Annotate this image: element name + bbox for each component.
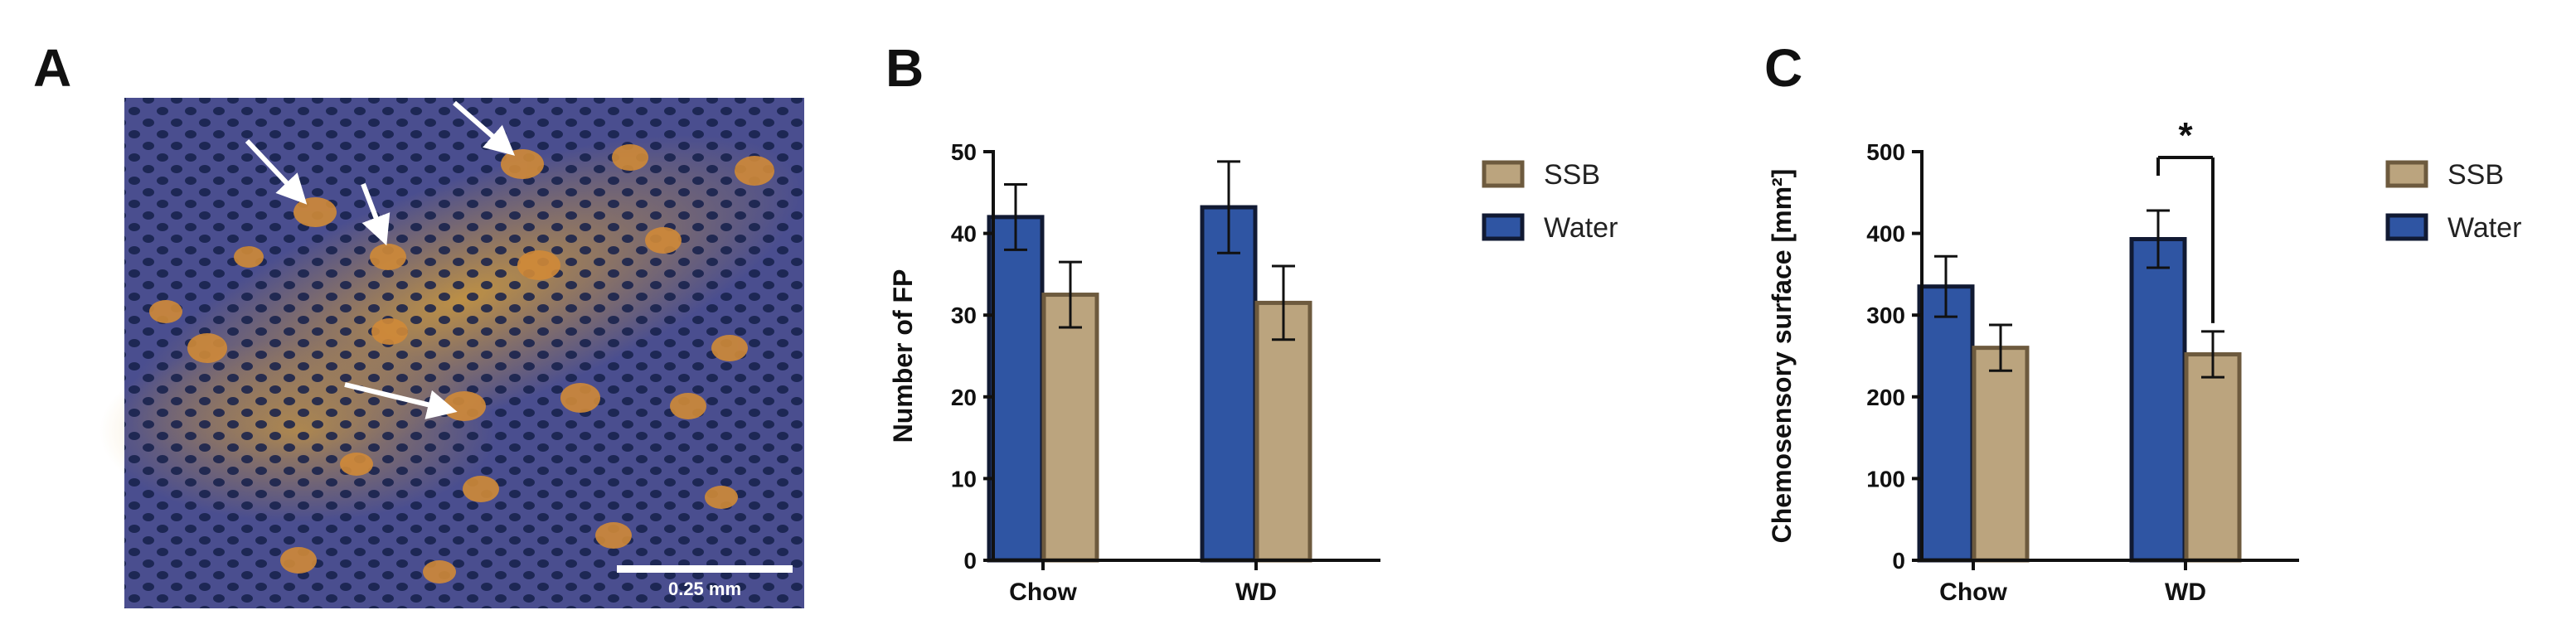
error-bar-ssb-chow xyxy=(1059,260,1082,329)
panel-a-letter: A xyxy=(33,38,71,98)
arrow xyxy=(361,182,391,246)
error-bar-ssb-wd xyxy=(2201,330,2224,379)
y-tick-label: 200 xyxy=(1866,385,1905,410)
scale-bar-label: 0.25 mm xyxy=(668,579,741,599)
microscopy-image: 0.25 mm xyxy=(99,98,804,608)
arrows xyxy=(245,100,516,419)
panel-c-letter: C xyxy=(1764,38,1802,98)
arrow xyxy=(344,382,458,419)
y-tick-label: 30 xyxy=(951,303,977,328)
x-tick-label-wd: WD xyxy=(2165,579,2206,606)
legend-label: Water xyxy=(2447,212,2521,244)
legend-label: SSB xyxy=(1544,159,1600,191)
y-tick-label: 50 xyxy=(951,139,977,165)
x-tick-label-wd: WD xyxy=(1235,579,1277,606)
legend-swatch-ssb xyxy=(1482,160,1525,188)
error-bar-water-wd xyxy=(2147,209,2170,269)
bar-ssb-wd xyxy=(2184,352,2242,563)
y-tick-label: 100 xyxy=(1866,466,1905,491)
y-axis-title: Chemosensory surface [mm²] xyxy=(1767,169,1797,544)
bar-water-chow xyxy=(1917,284,1975,563)
chart-b: 0 10 20 30 40 50 Chow WD Number of FP SSB Water xyxy=(888,139,1618,606)
y-tick-label: 20 xyxy=(951,385,977,410)
bar-water-chow xyxy=(987,215,1045,563)
panel-b-letter: B xyxy=(885,38,924,98)
y-tick-label: 500 xyxy=(1866,139,1905,165)
legend-item-ssb: SSB xyxy=(2385,159,2504,191)
significance-bracket xyxy=(2156,156,2215,323)
y-axis-title: Number of FP xyxy=(888,269,918,443)
bar-ssb-chow xyxy=(1972,346,2030,563)
error-bar-ssb-chow xyxy=(1989,323,2012,372)
x-tick-label-chow: Chow xyxy=(1939,579,2007,606)
legend-item-ssb: SSB xyxy=(1482,159,1600,191)
chart-c: 0 100 200 300 400 500 Chow WD Chemosensory surfa… xyxy=(1767,115,2521,606)
bar-ssb-wd xyxy=(1254,300,1312,563)
error-bar-water-chow xyxy=(1004,182,1027,251)
bar-water-wd xyxy=(2129,237,2187,563)
significance-star: * xyxy=(2178,115,2193,156)
y-tick-label: 0 xyxy=(963,548,977,574)
legend-item-water: Water xyxy=(2385,212,2521,244)
legend-swatch-ssb xyxy=(2385,160,2428,188)
legend-item-water: Water xyxy=(1482,212,1618,244)
legend-swatch-water xyxy=(2385,213,2428,241)
y-tick-label: 40 xyxy=(951,221,977,247)
bar-ssb-chow xyxy=(1041,293,1099,563)
bar-water-wd xyxy=(1200,205,1258,563)
legend-label: Water xyxy=(1544,212,1618,244)
y-tick-label: 10 xyxy=(951,466,977,491)
legend-swatch-water xyxy=(1482,213,1525,241)
legend-label: SSB xyxy=(2447,159,2504,191)
x-tick-label-chow: Chow xyxy=(1009,579,1077,606)
y-tick-label: 0 xyxy=(1892,548,1905,574)
error-bar-water-chow xyxy=(1934,254,1957,318)
error-bar-ssb-wd xyxy=(1272,264,1295,341)
scale-bar xyxy=(617,565,793,573)
arrow xyxy=(245,138,308,205)
y-tick-label: 400 xyxy=(1866,221,1905,247)
y-tick-label: 300 xyxy=(1866,303,1905,328)
error-bar-water-wd xyxy=(1217,160,1240,254)
arrow xyxy=(453,100,516,156)
